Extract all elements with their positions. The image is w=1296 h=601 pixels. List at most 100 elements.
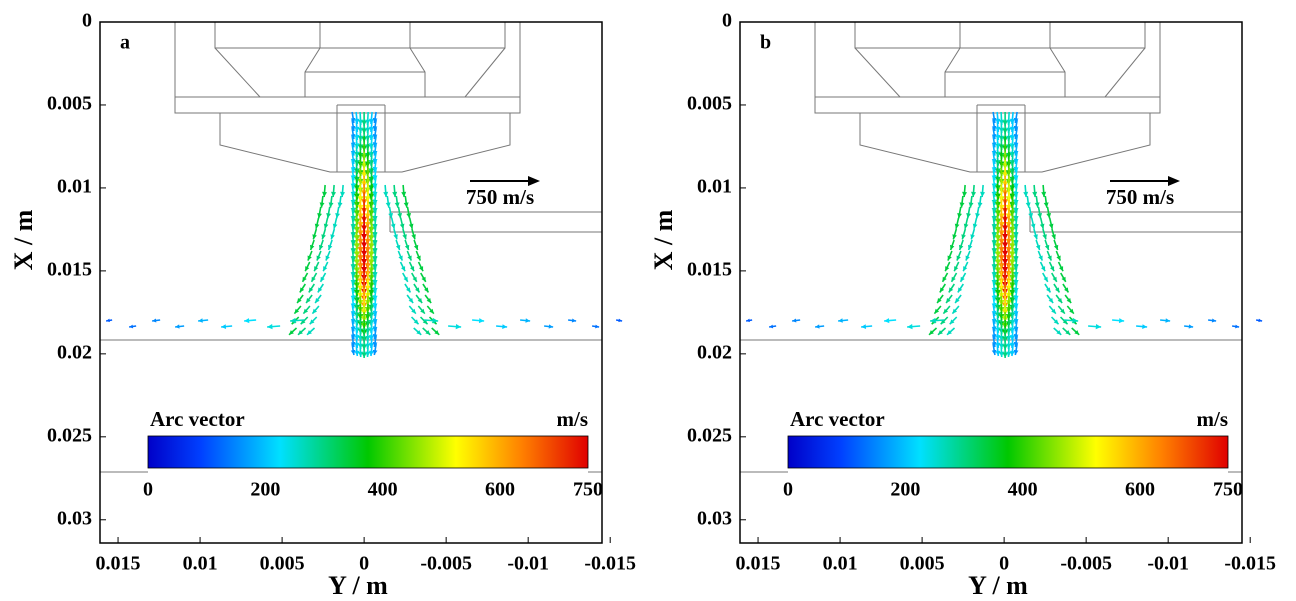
flow-arrow-head [1025,202,1031,208]
geometry-line [944,22,961,97]
flow-arrow-head [1142,324,1148,329]
flow-arrow-head [1043,202,1049,208]
flow-arrow-head [960,276,965,282]
flow-arrow-head [1013,142,1019,148]
flow-arrow-head [991,333,997,340]
flow-arrow-head [267,323,273,330]
flow-arrow-head [977,202,983,208]
flow-arrow-head [332,223,338,229]
flow-arrow-head [316,255,321,261]
flow-arrow-head [938,330,943,335]
flow-arrow-head [1038,255,1043,261]
flow-arrow-head [372,117,378,123]
x-tick-label: 0.01 [183,553,218,575]
flow-arrow-head [401,191,407,197]
flow-arrow-head [972,223,978,229]
reference-arrow-head [528,176,540,186]
flow-arrow-head [413,244,419,250]
flow-arrow-head [395,244,401,250]
flow-arrow-head [1032,191,1038,197]
y-tick-label: 0.005 [687,93,732,115]
flow-arrow-head [1035,244,1041,250]
panel-label: b [760,32,771,54]
flow-arrow-head [1033,234,1038,240]
geometry-line [814,22,1161,173]
flow-arrow-head [525,318,531,323]
flow-arrow-head [991,125,997,131]
flow-arrow-head [372,341,378,347]
flow-arrow-head [949,244,955,250]
flow-arrow-head [1013,125,1019,131]
y-tick-label: 0.025 [687,424,732,446]
geometry-line [854,22,1146,49]
flow-arrow-head [320,276,325,282]
x-tick-label: 0 [359,553,369,575]
geometry-line [214,22,506,49]
flow-arrow-head [350,318,356,324]
flow-arrow-head [392,191,398,197]
flow-arrow-head [372,125,378,131]
colorbar-tick-label: 750 [573,479,603,501]
flow-arrow-head [294,308,300,314]
flow-arrow-head [393,234,398,240]
flow-arrow-head [404,244,410,250]
flow-arrow-head [952,234,957,240]
flow-arrow-head [309,319,315,325]
flow-arrow-head [322,191,328,197]
colorbar-tick-label: 200 [250,479,280,501]
x-tick-label: -0.015 [1224,553,1276,575]
flow-arrow-head [1030,223,1036,229]
flow-arrow-head [308,287,314,293]
flow-arrow-head [412,276,417,282]
flow-arrow-head [417,298,423,303]
flow-arrow-head [307,330,312,335]
flow-arrow-head [1006,351,1012,357]
flow-arrow-head [394,202,400,208]
flow-arrow-head [372,150,378,156]
y-tick-label: 0.02 [57,341,92,363]
flow-arrow-head [299,287,305,293]
flow-arrow-head [975,213,980,219]
flow-arrow-head [129,324,134,329]
flow-arrow-head [1013,341,1019,347]
reference-arrow-head [1168,176,1180,186]
geometry-line [214,47,261,98]
colorbar-unit: m/s [557,407,589,431]
flow-arrow-head [340,191,346,197]
flow-arrow-head [323,266,328,272]
x-tick-label: 0 [999,553,1009,575]
flow-arrow-head [618,318,623,323]
geometry-line [1104,47,1146,98]
flow-arrow-head [1028,213,1034,219]
flow-arrow-head [1043,276,1048,282]
colorbar-tick-label: 400 [1008,479,1038,501]
flow-arrow-head [1034,202,1040,208]
flow-arrow-head [1072,317,1079,324]
flow-arrow-head [1056,330,1062,335]
flow-arrow-head [1013,326,1019,332]
colorbar-title: Arc vector [790,407,885,431]
flow-arrow-head [1044,244,1050,250]
flow-arrow-head [1057,298,1063,303]
flow-arrow-head [152,318,157,323]
flow-arrow-head [1074,330,1080,335]
flow-arrow-head [298,330,303,335]
flow-arrow-head [372,326,378,332]
flow-arrow-head [947,255,952,261]
flow-arrow-head [478,318,485,324]
colorbar-tick-label: 400 [368,479,398,501]
flow-arrow-head [415,287,420,293]
flow-arrow-head [930,317,936,324]
flow-arrow-head [350,349,356,355]
flow-arrow-head [385,202,391,208]
flow-arrow-head [326,213,331,219]
flow-arrow-head [350,150,356,156]
flow-arrow-head [372,318,378,324]
y-tick-label: 0.02 [697,341,732,363]
flow-arrow-head [221,324,227,329]
flow-arrow-head [407,255,412,261]
x-tick-label: 0.005 [900,553,945,575]
flow-arrow-head [331,191,337,197]
flow-arrow-head [1061,276,1066,282]
flow-arrow-head [1013,133,1019,140]
